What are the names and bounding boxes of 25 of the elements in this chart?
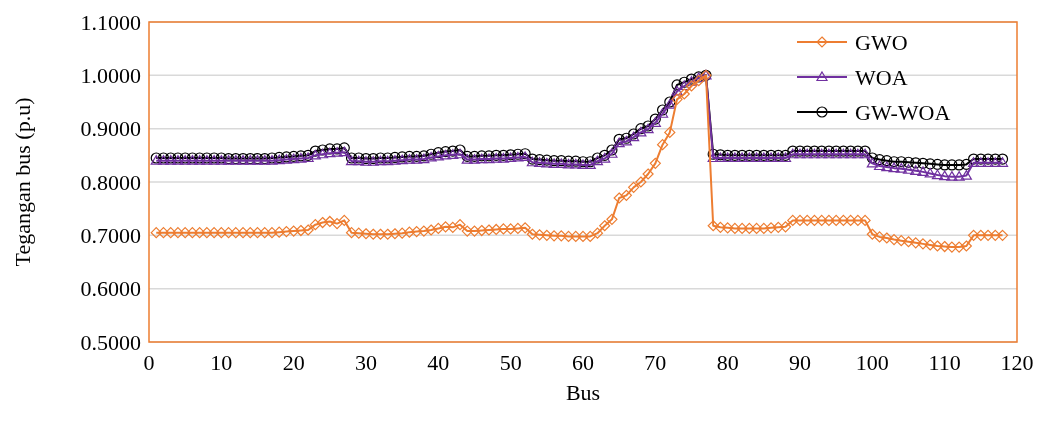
legend-label: GW-WOA	[855, 99, 951, 125]
legend-label: GWO	[855, 29, 908, 55]
x-tick-label: 10	[210, 350, 233, 375]
y-tick-label: 0.6000	[80, 276, 141, 302]
x-tick-label: 50	[499, 350, 522, 375]
x-tick-label: 0	[143, 350, 155, 375]
legend-label: WOA	[855, 64, 908, 90]
x-tick-label: 70	[644, 350, 667, 375]
y-tick-label: 0.8000	[80, 169, 141, 195]
y-tick-label: 1.0000	[80, 63, 141, 89]
y-axis-title: Tegangan bus (p.u)	[10, 97, 35, 267]
x-tick-label: 110	[928, 350, 961, 375]
x-tick-label: 30	[355, 350, 377, 375]
y-tick-label: 0.5000	[80, 329, 141, 355]
x-axis-title: Bus	[565, 380, 601, 405]
x-tick-label: 100	[855, 350, 889, 375]
y-tick-label: 1.1000	[80, 9, 141, 35]
y-tick-label: 0.9000	[80, 116, 141, 142]
x-tick-label: 40	[427, 350, 450, 375]
x-tick-label: 120	[1000, 350, 1034, 375]
x-tick-label: 20	[282, 350, 305, 375]
y-tick-label: 0.7000	[80, 223, 141, 249]
x-tick-label: 80	[716, 350, 739, 375]
x-tick-label: 90	[789, 350, 811, 375]
x-tick-label: 60	[572, 350, 594, 375]
